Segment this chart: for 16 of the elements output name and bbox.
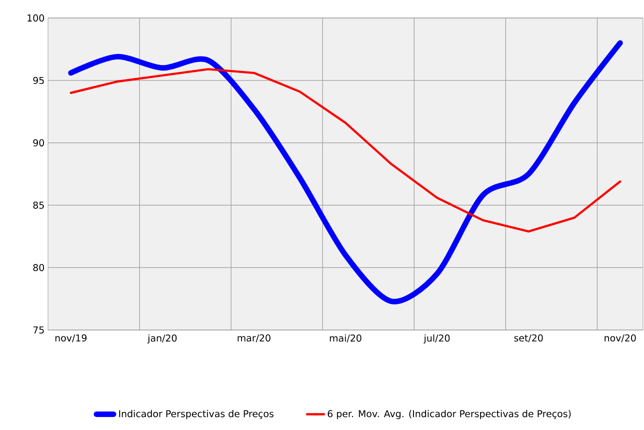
y-tick-label: 95: [33, 76, 44, 84]
y-tick-label: 85: [33, 202, 44, 209]
x-tick-label: nov/19: [55, 334, 87, 342]
x-tick-label: mai/20: [330, 334, 362, 342]
line-series: [70, 68, 622, 233]
y-tick-label: 90: [33, 139, 44, 146]
x-tick-label: set/20: [514, 334, 543, 342]
x-tick-label: jul/20: [424, 334, 450, 344]
y-tick-label: 75: [33, 326, 44, 334]
x-tick-label: nov/20: [604, 334, 636, 342]
x-tick-label: mar/20: [238, 334, 270, 342]
y-tick-label: 100: [28, 14, 44, 22]
legend-label: 6 per. Mov. Avg. (Indicador Perspectivas de Preços): [328, 410, 571, 420]
legend-label: Indicador Perspectivas de Preços: [119, 410, 274, 420]
x-tick-label: jan/20: [147, 334, 177, 344]
y-tick-label: 80: [33, 264, 44, 272]
